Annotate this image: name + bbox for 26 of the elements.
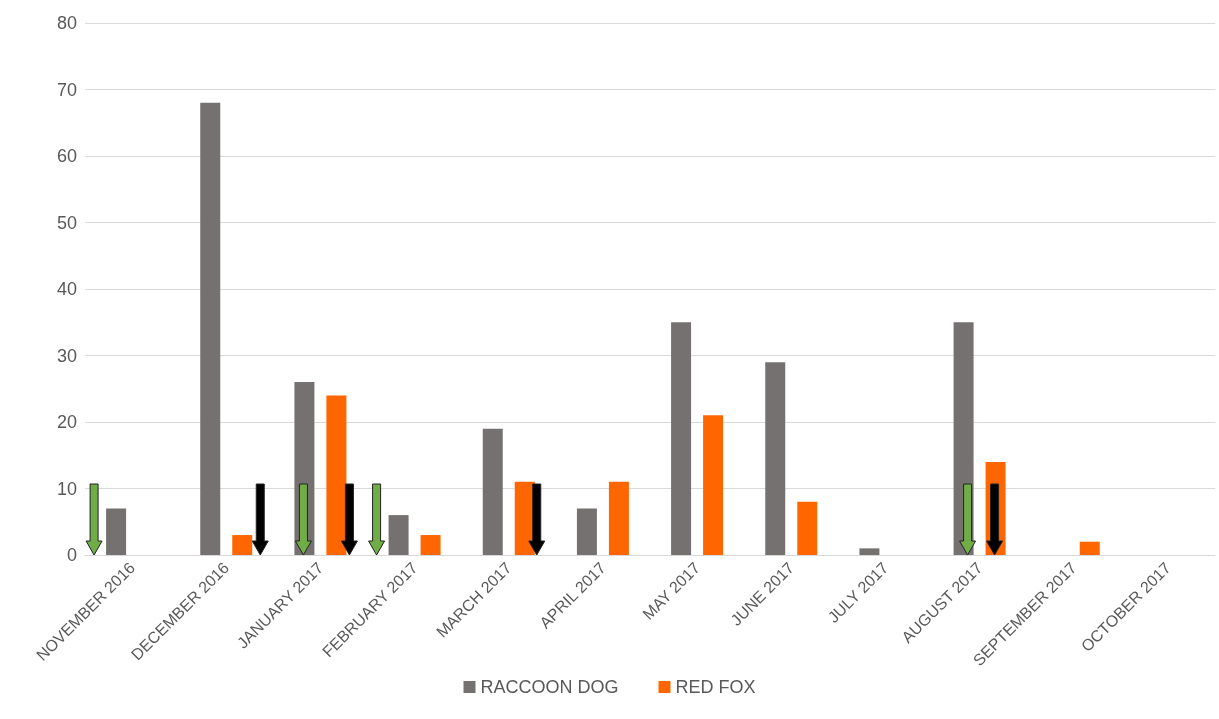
bar [232,535,253,555]
y-tick-label: 20 [56,412,77,432]
y-tick-label: 80 [56,13,77,33]
bar [797,501,818,555]
bar [765,362,786,555]
bar [1079,541,1100,555]
bar [671,322,692,555]
y-tick-label: 50 [56,212,77,233]
bar [106,508,127,555]
bar [200,102,221,555]
bar [482,428,503,555]
bar [388,515,409,555]
y-tick-label: 70 [56,79,77,100]
y-tick-label: 10 [56,478,77,499]
y-tick-label: 40 [56,279,77,299]
bar [859,548,880,555]
bar [420,535,441,555]
legend-label: RED FOX [675,677,756,697]
legend-label: RACCOON DOG [480,677,619,697]
y-tick-label: 0 [66,545,77,565]
bar [608,481,629,555]
bar [576,508,597,555]
y-tick-label: 60 [56,146,77,166]
bar [326,395,347,555]
y-tick-label: 30 [56,345,77,366]
bar [703,415,724,555]
